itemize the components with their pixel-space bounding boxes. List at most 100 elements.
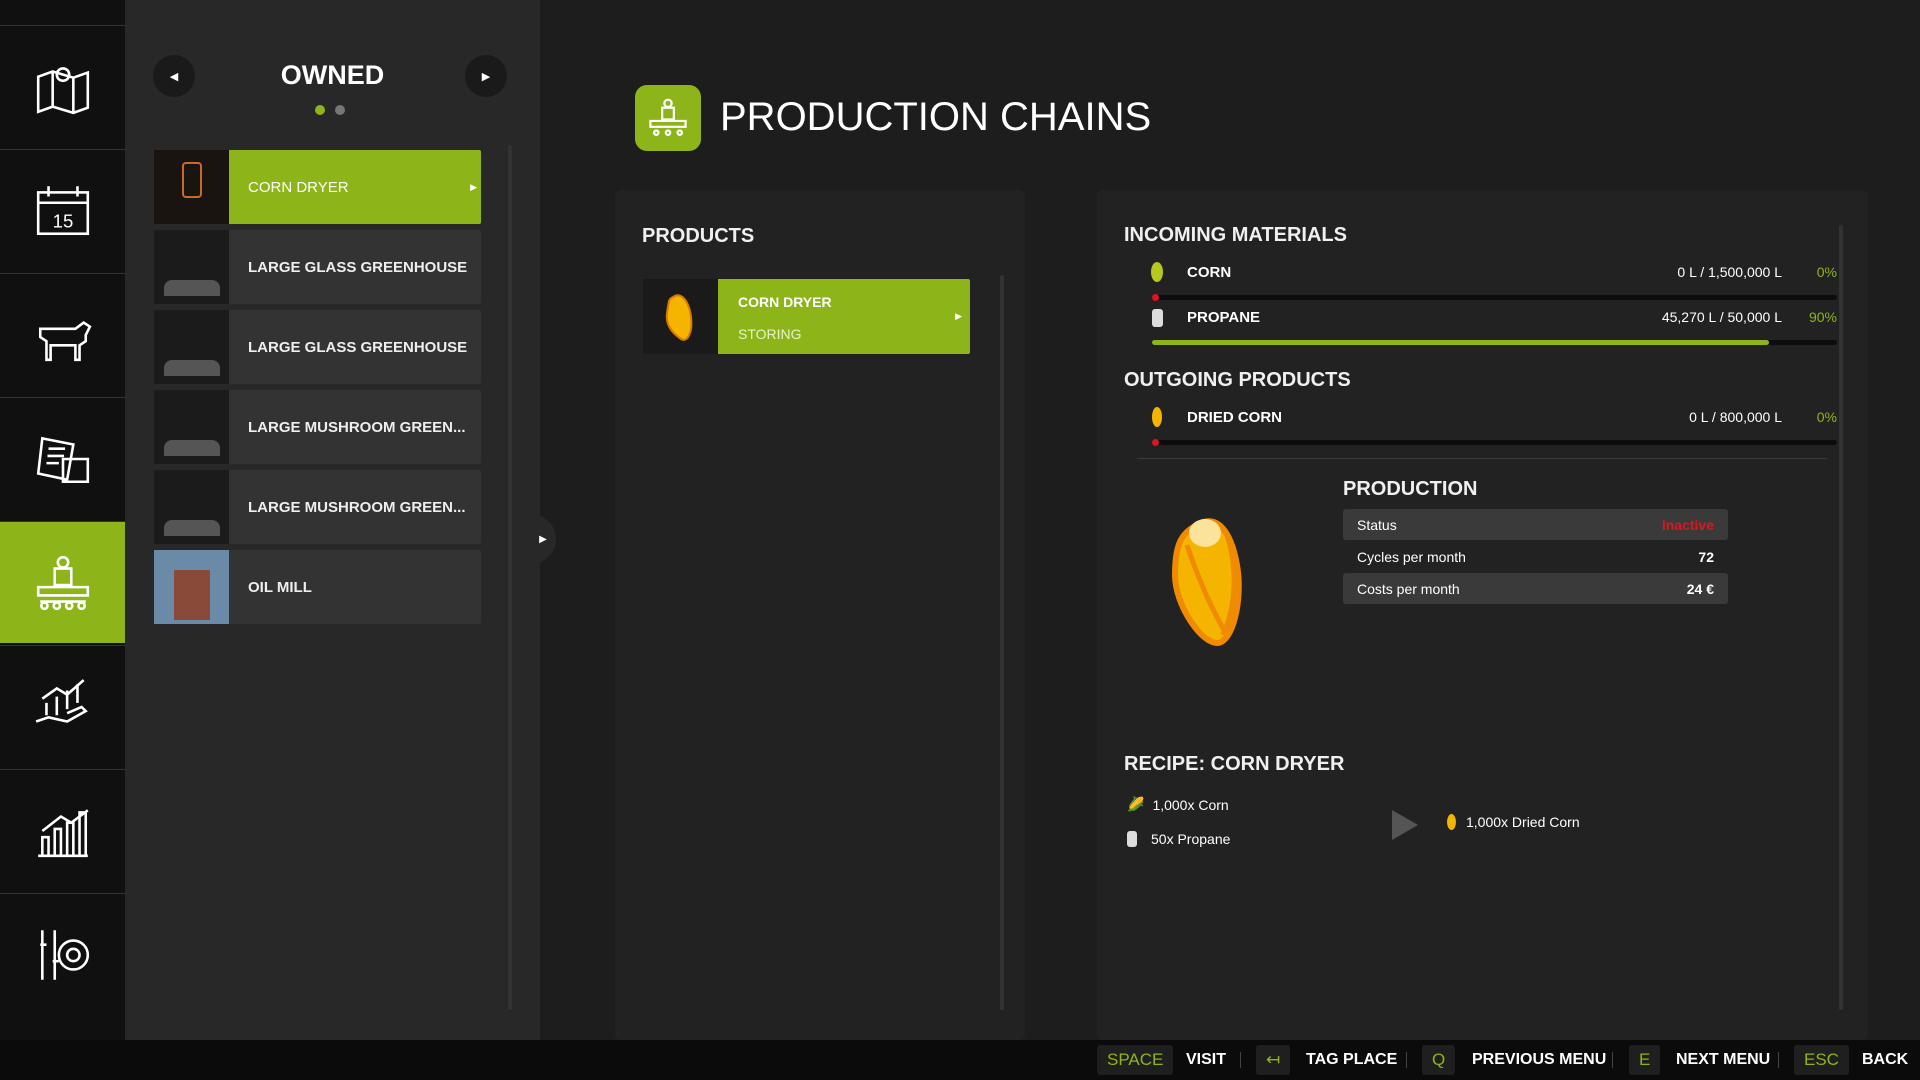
costs-value: 24 € (1686, 580, 1714, 597)
owned-item-label: LARGE MUSHROOM GREEN... (248, 498, 466, 516)
cycles-value: 72 (1698, 548, 1714, 565)
footer-action-button[interactable]: NEXT MENU (1676, 1051, 1771, 1068)
propane-tank-icon (1152, 309, 1163, 327)
material-row: PROPANE 45,270 L / 50,000 L 90% (1137, 305, 1837, 345)
product-name: CORN DRYER (738, 294, 832, 310)
products-panel: PRODUCTS CORN DRYER STORING ▶ (615, 190, 1025, 1040)
details-scrollbar[interactable] (1839, 225, 1843, 1010)
status-value: Inactive (1661, 516, 1714, 533)
nav-statistics[interactable] (0, 769, 125, 891)
product-item-corn-dryer[interactable]: CORN DRYER STORING ▶ (643, 279, 970, 354)
footer-action-button[interactable]: BACK (1862, 1051, 1909, 1068)
nav-animals[interactable] (0, 273, 125, 395)
divider (1240, 1052, 1241, 1068)
owned-scrollbar[interactable] (508, 145, 512, 1010)
cycles-row: Cycles per month 72 (1343, 541, 1728, 572)
key-hint-3: E (1629, 1045, 1661, 1075)
triangle-left-icon: ◀ (169, 70, 179, 83)
owned-item-label: LARGE GLASS GREENHOUSE (248, 258, 468, 276)
nav-calendar[interactable]: 15 (0, 149, 125, 271)
page-title: PRODUCTION CHAINS (720, 95, 1152, 139)
footer-keybar: SPACE VISIT ↤ TAG PLACE Q PREVIOUS MENU E NEXT … (0, 1040, 1920, 1080)
dried-corn-icon (1447, 814, 1456, 830)
key-hint-1: ↤ (1256, 1045, 1291, 1075)
production-thumbnail (154, 230, 229, 304)
production-title: PRODUCTION (1343, 478, 1478, 500)
page-dot-active[interactable] (315, 105, 325, 115)
corn-icon: 🌽 (1127, 796, 1145, 812)
calendar-icon: 15 (36, 185, 89, 235)
material-amount: 0 L / 800,000 L (1689, 409, 1782, 425)
product-status: STORING (738, 326, 802, 342)
recipe-title: RECIPE: CORN DRYER (1124, 753, 1345, 775)
divider (1778, 1052, 1779, 1068)
divider (1406, 1052, 1407, 1068)
owned-list-item[interactable]: OIL MILL (154, 550, 481, 624)
nav-map[interactable] (0, 25, 125, 147)
products-scrollbar[interactable] (1000, 275, 1004, 1010)
prev-page-button[interactable]: ◀ (153, 55, 195, 97)
status-label: Status (1357, 516, 1397, 533)
material-amount: 0 L / 1,500,000 L (1677, 264, 1782, 280)
statistics-icon (37, 808, 89, 857)
dried-corn-icon (643, 279, 718, 354)
material-percent: 0% (1816, 264, 1837, 280)
footer-action-button[interactable]: TAG PLACE (1306, 1051, 1398, 1068)
owned-list-item[interactable]: CORN DRYER ▶ (154, 150, 481, 224)
status-row: Status Inactive (1343, 509, 1728, 540)
next-page-button[interactable]: ▶ (465, 55, 507, 97)
recipe-input-propane: 50x Propane (1127, 831, 1230, 847)
owned-item-label: OIL MILL (248, 578, 312, 596)
cycles-label: Cycles per month (1357, 548, 1466, 565)
svg-text:15: 15 (52, 210, 73, 231)
key-hint-0: SPACE (1097, 1045, 1174, 1075)
owned-title: OWNED (280, 60, 385, 90)
material-amount: 45,270 L / 50,000 L (1661, 309, 1782, 325)
material-name: PROPANE (1187, 309, 1261, 326)
details-panel: INCOMING MATERIALS CORN 0 L / 1,500,000 L… (1097, 190, 1868, 1040)
material-name: CORN (1187, 264, 1232, 281)
production-thumbnail (154, 550, 229, 624)
propane-tank-icon (1127, 831, 1137, 847)
owned-list-item[interactable]: LARGE MUSHROOM GREEN... (154, 470, 481, 544)
recipe-input-label: 50x Propane (1151, 831, 1231, 847)
nav-contracts[interactable] (0, 397, 125, 519)
material-name: DRIED CORN (1187, 409, 1283, 426)
collapse-panel-button[interactable]: ▶ (530, 514, 556, 564)
recipe-output: 1,000x Dried Corn (1447, 814, 1580, 830)
owned-list-item[interactable]: LARGE GLASS GREENHOUSE (154, 310, 481, 384)
owned-list-item[interactable]: LARGE MUSHROOM GREEN... (154, 390, 481, 464)
settings-icon (39, 929, 89, 980)
costs-row: Costs per month 24 € (1343, 573, 1728, 604)
fill-level-bar (1152, 294, 1837, 301)
production-header-icon (635, 85, 701, 151)
main-nav-sidebar: 15 (0, 0, 136, 1040)
production-icon (36, 555, 89, 610)
incoming-title: INCOMING MATERIALS (1124, 224, 1347, 246)
triangle-right-icon: ▶ (539, 533, 547, 545)
material-row: DRIED CORN 0 L / 800,000 L 0% (1137, 405, 1837, 446)
empty-indicator (1152, 439, 1159, 446)
footer-action-button[interactable]: PREVIOUS MENU (1472, 1051, 1607, 1068)
divider (1137, 458, 1827, 459)
triangle-right-icon: ▶ (470, 181, 477, 192)
recipe-input-label: 1,000x Corn (1152, 796, 1229, 813)
divider (1612, 1052, 1613, 1068)
material-percent: 0% (1816, 409, 1837, 425)
dried-corn-icon (1152, 407, 1162, 427)
owned-panel: ◀ ▶ OWNED CORN DRYER ▶ LARGE GLASS GREENHO… (125, 0, 540, 1040)
owned-list-item[interactable]: LARGE GLASS GREENHOUSE (154, 230, 481, 304)
finance-icon (35, 678, 88, 723)
production-thumbnail (154, 150, 229, 224)
recipe-output-label: 1,000x Dried Corn (1466, 814, 1580, 830)
production-thumbnail (154, 470, 229, 544)
nav-settings[interactable] (0, 893, 125, 1015)
key-hint-4: ESC (1794, 1045, 1849, 1075)
map-icon (36, 66, 89, 114)
page-dot[interactable] (335, 105, 345, 115)
fill-level-bar (1152, 340, 1837, 345)
nav-finances[interactable] (0, 645, 125, 767)
footer-action-button[interactable]: VISIT (1186, 1051, 1227, 1068)
nav-production[interactable] (0, 521, 125, 643)
production-thumbnail (154, 390, 229, 464)
